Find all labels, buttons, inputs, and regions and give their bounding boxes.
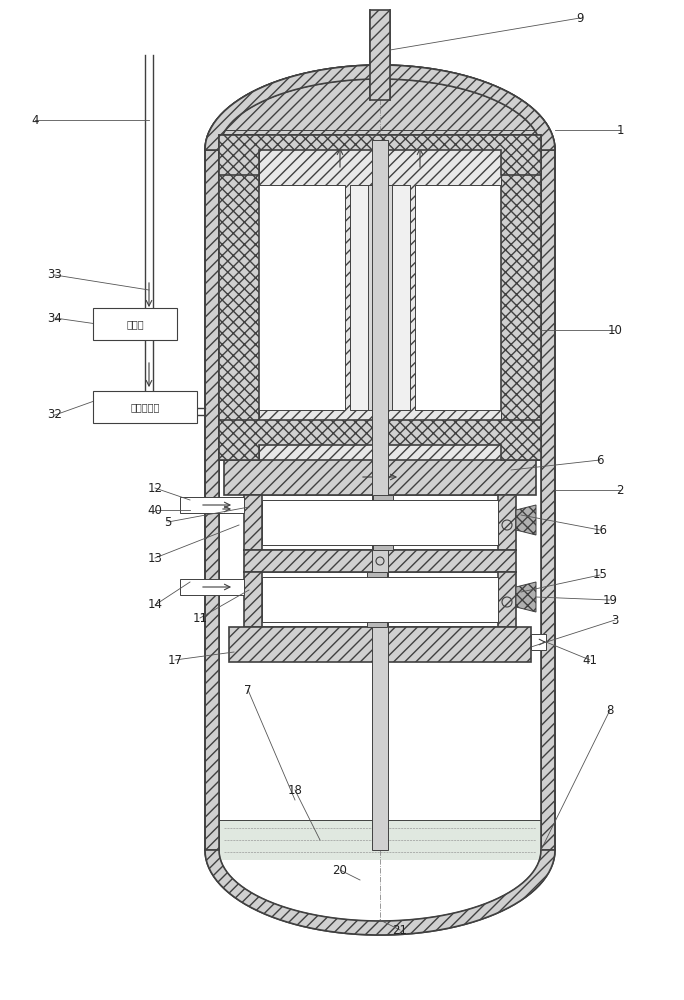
Text: 11: 11: [192, 611, 207, 624]
Bar: [262, 500, 498, 545]
Polygon shape: [224, 460, 536, 495]
Polygon shape: [350, 185, 410, 410]
Text: 2: 2: [616, 484, 624, 496]
Text: 4: 4: [31, 113, 39, 126]
Polygon shape: [205, 850, 555, 935]
Polygon shape: [498, 495, 516, 550]
Text: 6: 6: [596, 454, 604, 466]
Text: 33: 33: [48, 268, 62, 282]
Text: 7: 7: [244, 684, 252, 696]
Text: 32: 32: [48, 408, 62, 422]
Text: 第一节流阀: 第一节流阀: [131, 402, 159, 412]
Text: 19: 19: [603, 593, 618, 606]
Bar: [368, 185, 392, 410]
Bar: [180, 579, 244, 595]
Polygon shape: [259, 135, 501, 460]
Text: 14: 14: [148, 598, 163, 611]
Text: 3: 3: [611, 613, 619, 626]
Bar: [367, 572, 387, 627]
Text: 8: 8: [606, 704, 614, 716]
Polygon shape: [219, 135, 541, 175]
Polygon shape: [244, 550, 516, 572]
Polygon shape: [205, 65, 555, 150]
Polygon shape: [541, 150, 555, 850]
Polygon shape: [244, 495, 262, 550]
Text: 13: 13: [148, 552, 162, 564]
Text: 16: 16: [592, 524, 607, 536]
Polygon shape: [205, 65, 555, 150]
FancyBboxPatch shape: [93, 391, 197, 423]
Bar: [370, 10, 390, 100]
Text: 21: 21: [393, 924, 408, 936]
Text: 17: 17: [168, 654, 183, 666]
FancyBboxPatch shape: [93, 308, 177, 340]
Bar: [262, 577, 498, 622]
Text: 34: 34: [48, 312, 62, 324]
Text: 5: 5: [164, 516, 172, 528]
Polygon shape: [219, 135, 259, 460]
Bar: [372, 140, 388, 850]
Text: 1: 1: [616, 123, 624, 136]
Polygon shape: [498, 572, 516, 627]
Text: 9: 9: [576, 11, 583, 24]
Polygon shape: [501, 135, 541, 460]
Text: 12: 12: [148, 482, 163, 494]
Text: 18: 18: [287, 784, 302, 796]
Text: 41: 41: [583, 654, 598, 666]
Polygon shape: [516, 582, 536, 612]
Polygon shape: [244, 572, 262, 627]
Text: 40: 40: [148, 504, 162, 516]
Text: 20: 20: [332, 863, 347, 876]
Polygon shape: [229, 627, 531, 662]
Bar: [180, 497, 244, 513]
Text: 15: 15: [592, 568, 607, 582]
Polygon shape: [219, 420, 541, 460]
Text: 10: 10: [607, 324, 622, 336]
Bar: [531, 634, 546, 650]
Polygon shape: [205, 150, 219, 850]
Polygon shape: [516, 505, 536, 535]
Text: 冷凝器: 冷凝器: [126, 319, 144, 329]
Polygon shape: [219, 820, 541, 860]
Bar: [373, 495, 393, 550]
